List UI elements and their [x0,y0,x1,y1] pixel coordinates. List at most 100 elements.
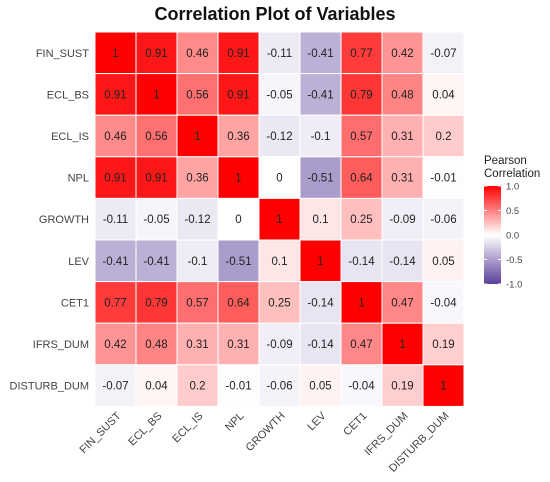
heatmap-cell-8-0 [94,364,137,407]
heatmap-cell-5-8 [422,239,465,283]
heatmap-cell-4-8 [422,197,465,241]
heatmap-cell-3-4 [258,156,301,199]
cell-value-label: 0.25 [350,214,372,226]
cell-value-label: 0.47 [391,297,413,309]
cell-value-label: 0.46 [104,131,126,143]
cell-value-label: -0.14 [307,297,334,309]
cell-value-label: 0.77 [350,48,372,60]
cell-value-label: 0.47 [350,339,372,351]
cell-value-label: 0.48 [145,339,167,351]
cell-value-label: -0.04 [348,381,375,393]
heatmap-cell-2-0 [94,114,137,158]
cell-value-label: 0.42 [391,48,413,60]
heatmap-cell-6-7 [381,281,424,324]
cell-value-label: 0.48 [391,89,413,101]
cell-value-label: 0.91 [145,48,167,60]
heatmap-cell-1-2 [176,73,219,116]
cell-value-label: 0.64 [350,173,373,185]
cell-value-label: 1 [399,339,405,351]
cell-value-label: -0.41 [102,256,128,268]
cell-value-label: 0.79 [350,89,372,101]
cell-value-label: 0.05 [432,256,454,268]
cell-value-label: -0.12 [184,214,210,226]
y-tick-label: DISTURB_DUM [10,381,89,393]
cell-value-label: -0.05 [266,89,292,101]
cell-value-label: -0.09 [266,339,292,351]
cell-value-label: -0.09 [389,214,415,226]
heatmap-cell-0-6 [340,31,383,75]
cell-value-label: 1 [112,48,118,60]
cell-value-label: -0.51 [225,256,251,268]
cell-value-label: 1 [276,214,282,226]
cell-value-label: 0.31 [227,339,249,351]
heatmap-cell-8-4 [258,364,301,407]
heatmap-cell-1-4 [258,73,301,116]
cell-value-label: 1 [358,297,364,309]
heatmap-cell-4-1 [135,197,178,241]
cell-value-label: 0.2 [190,381,206,393]
legend-tick-label: 0.5 [506,206,519,217]
heatmap-cell-1-5 [299,73,342,116]
heatmap-cell-5-4 [258,239,301,283]
cell-value-label: 0 [276,173,282,185]
y-tick-label: LEV [68,256,89,268]
cell-value-label: 0.2 [436,131,452,143]
heatmap-cell-4-6 [340,197,383,241]
x-tick-label: GROWTH [244,410,288,454]
cell-value-label: 1 [440,381,446,393]
y-tick-label: ECL_IS [51,131,89,143]
cell-value-label: 0.31 [391,173,413,185]
heatmap-cell-7-3 [217,322,260,366]
cell-value-label: 1 [317,256,323,268]
cell-value-label: -0.14 [348,256,375,268]
cell-value-label: 0.77 [104,297,126,309]
cell-value-label: 0.31 [391,131,413,143]
heatmap-cell-3-6 [340,156,383,199]
legend-title: Correlation [484,168,540,180]
heatmap-cell-3-3 [217,156,260,199]
cell-value-label: 1 [194,131,200,143]
heatmap-cell-6-4 [258,281,301,324]
cell-value-label: 0.25 [268,297,290,309]
heatmap-cell-7-8 [422,322,465,366]
heatmap-cell-2-6 [340,114,383,158]
cell-value-label: -0.05 [143,214,169,226]
chart-title: Correlation Plot of Variables [154,4,396,24]
cell-value-label: 0.64 [227,297,250,309]
heatmap-cell-6-0 [94,281,137,324]
heatmap-cell-3-8 [422,156,465,199]
cell-value-label: -0.11 [267,48,292,60]
cell-value-label: 0 [235,214,241,226]
legend-tick-label: -0.5 [506,255,522,266]
cell-value-label: 0.19 [391,381,413,393]
cell-value-label: 0.57 [186,297,208,309]
cell-value-label: -0.41 [143,256,169,268]
heatmap-cell-4-0 [94,197,137,241]
heatmap-cell-0-7 [381,31,424,75]
cell-value-label: 0.05 [309,381,331,393]
cell-value-label: -0.1 [311,131,331,143]
cell-value-label: 1 [235,173,241,185]
cell-value-label: -0.06 [430,214,456,226]
heatmap-cell-1-1 [135,73,178,116]
heatmap-cell-4-4 [258,197,301,241]
cell-value-label: 0.36 [227,131,249,143]
heatmap-cell-5-6 [340,239,383,283]
cell-value-label: 0.56 [186,89,208,101]
cell-value-label: -0.41 [307,48,333,60]
cell-value-label: 0.31 [186,339,208,351]
heatmap-cell-8-1 [135,364,178,407]
heatmap-cell-3-0 [94,156,137,199]
cell-value-label: -0.01 [225,381,251,393]
heatmap-cell-6-3 [217,281,260,324]
cell-value-label: 0.04 [432,89,455,101]
cell-value-label: 0.1 [313,214,329,226]
cell-value-label: -0.07 [102,381,128,393]
legend-tick-label: -1.0 [506,280,522,291]
cell-value-label: -0.07 [430,48,456,60]
x-tick-label: CET1 [341,410,369,438]
heatmap-cell-8-2 [176,364,219,407]
cell-value-label: -0.11 [103,214,128,226]
heatmap-cell-5-7 [381,239,424,283]
